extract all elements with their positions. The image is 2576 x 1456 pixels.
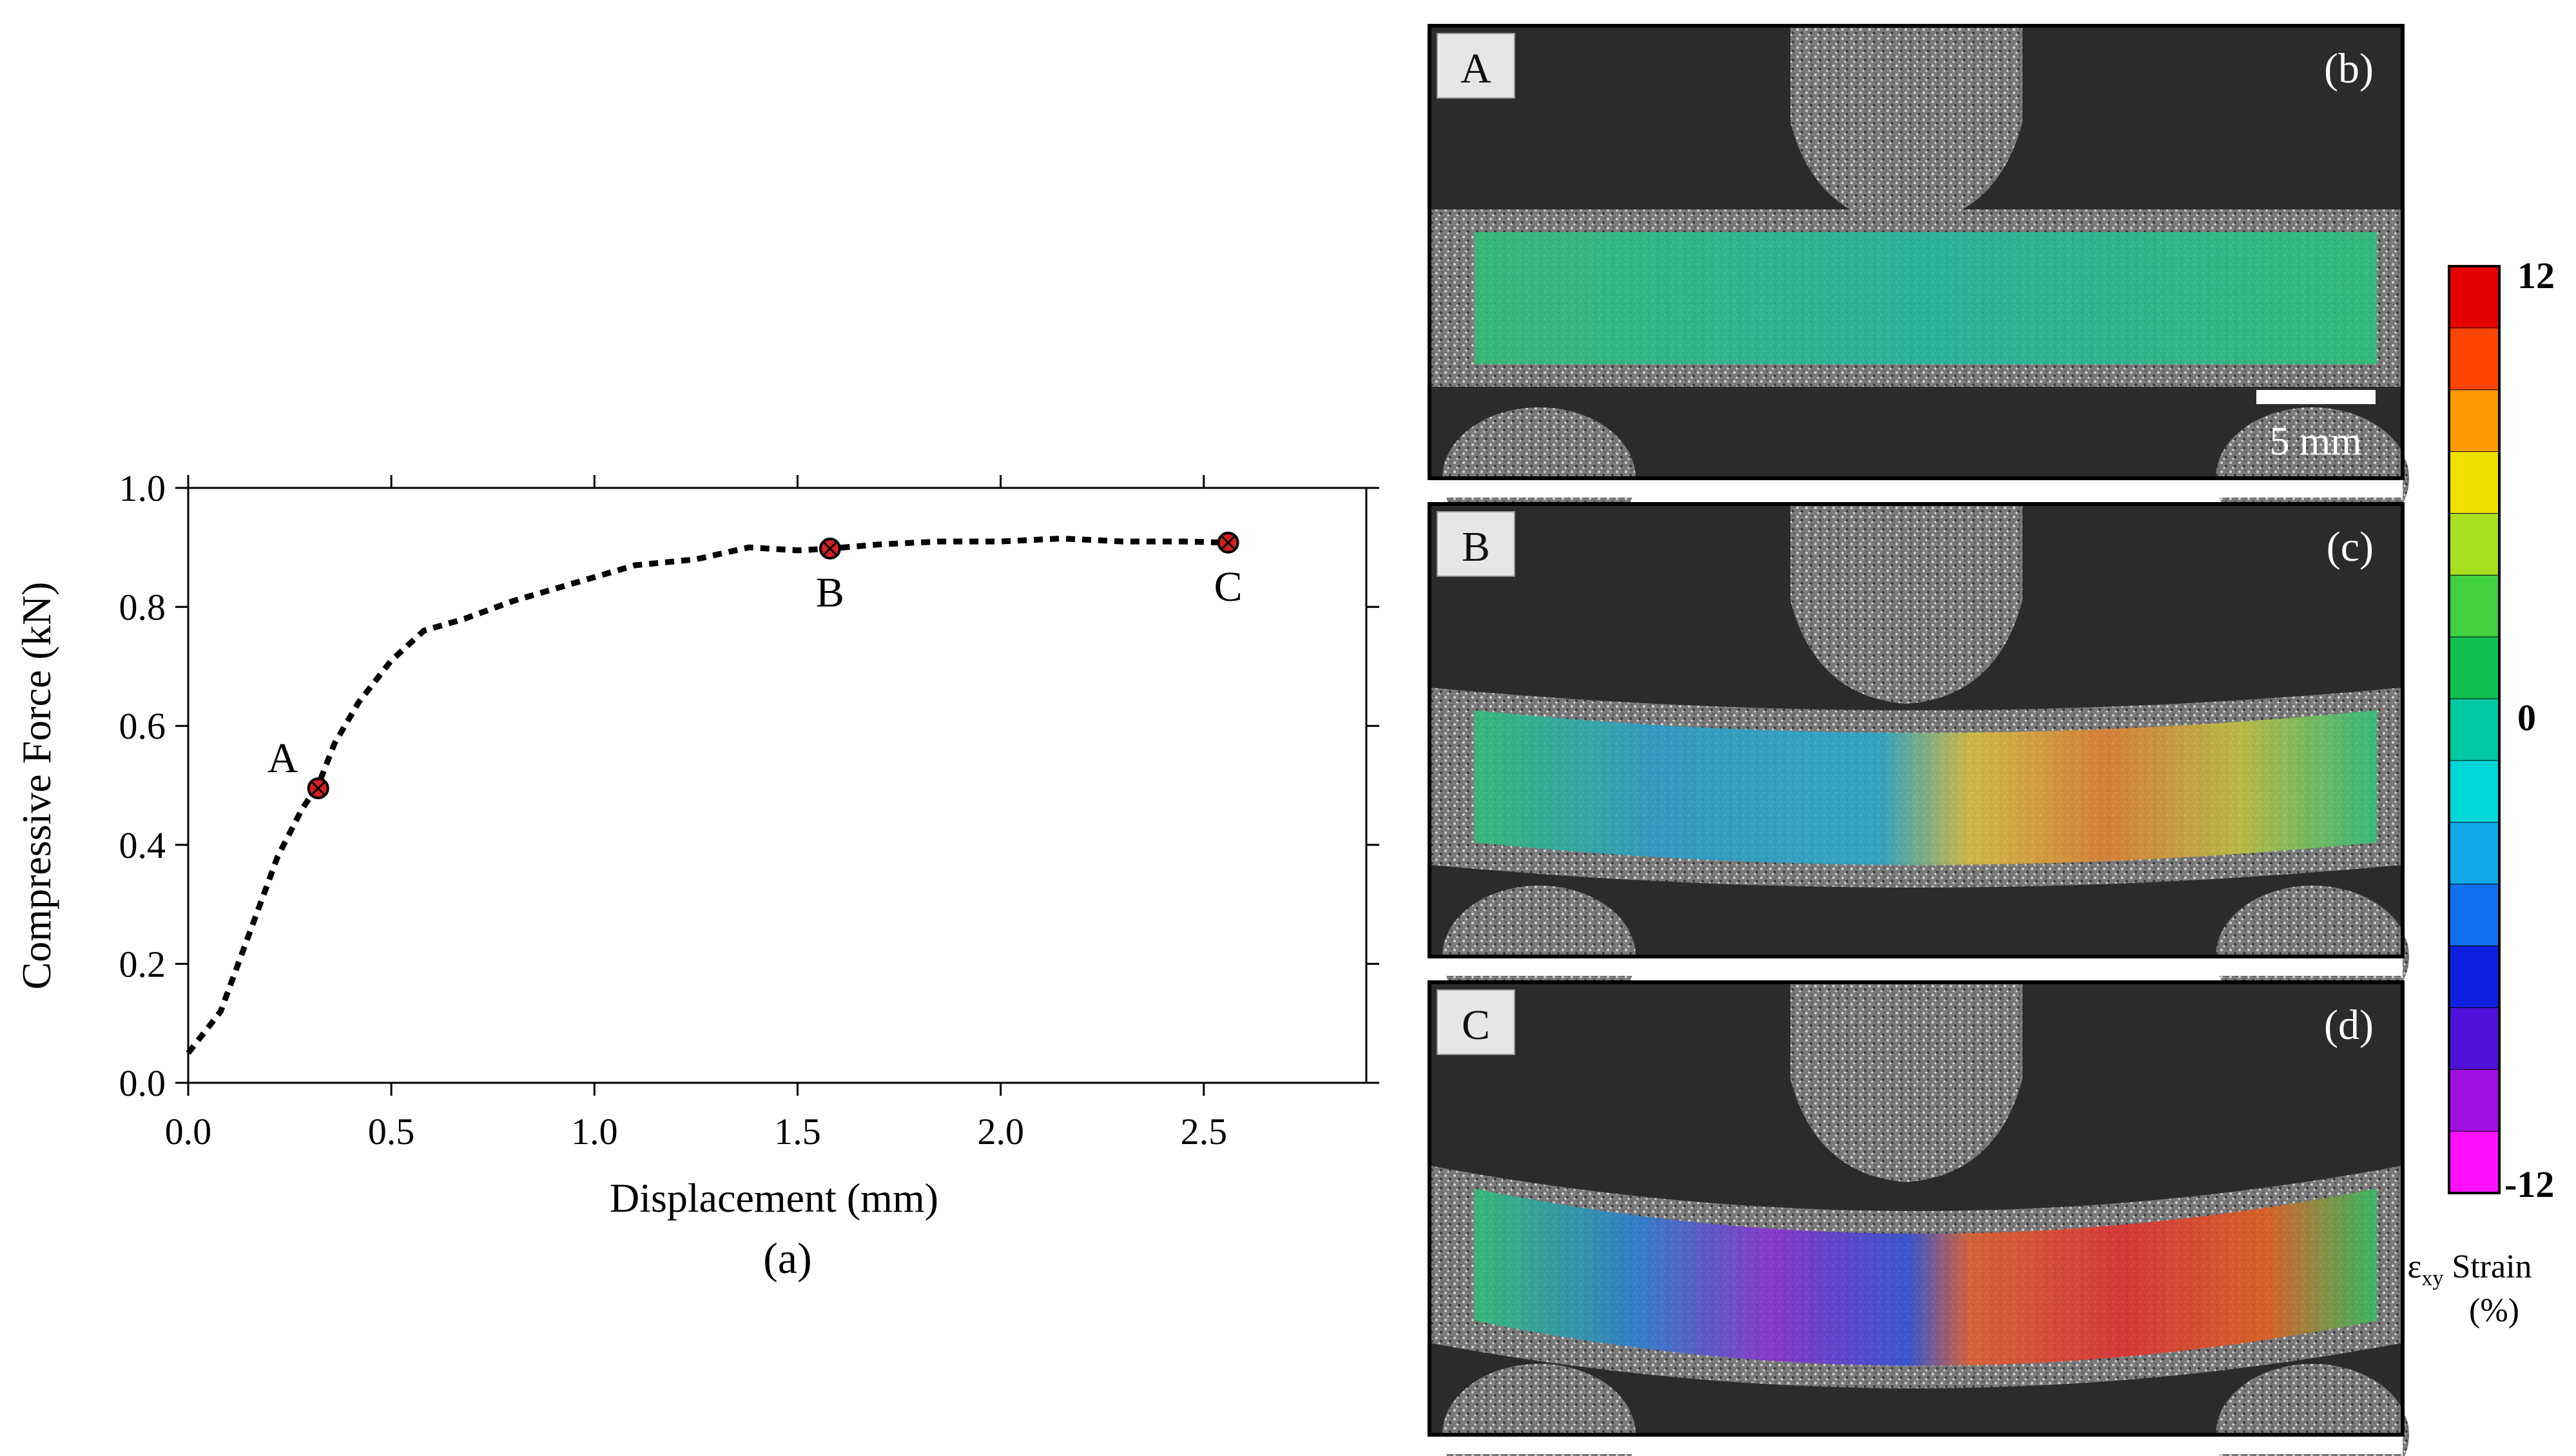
stage-label-box	[1437, 511, 1515, 577]
dic-image-panels: A (b) 5 mm B (c) C (d)	[1428, 24, 2409, 1456]
stage-label: C	[1462, 1002, 1490, 1049]
panel-label: (b)	[2324, 45, 2374, 92]
colorbar-swatch	[2448, 327, 2500, 391]
marker-label: B	[816, 569, 844, 616]
panel-label: (c)	[2327, 523, 2374, 570]
colorbar-swatch	[2448, 1007, 2500, 1071]
force-curve-series	[186, 535, 1228, 1055]
colorbar-swatch	[2448, 884, 2500, 947]
colorbar-swatch	[2448, 698, 2500, 762]
x-tick-label: 1.0	[571, 1111, 618, 1152]
marker-c: C	[1214, 531, 1243, 610]
loading-pin	[1790, 28, 2022, 226]
y-axis-ticks: 0.0 0.2 0.4 0.6 0.8 1.0	[119, 467, 1379, 1104]
marker-label: A	[267, 735, 298, 782]
x-tick-label: 2.5	[1181, 1111, 1228, 1152]
marker-a: A	[267, 735, 329, 800]
image-panel-a: A (b) 5 mm	[1428, 24, 2409, 549]
stage-label: A	[1460, 45, 1491, 92]
y-tick-label: 0.2	[119, 943, 166, 985]
strain-field-overlay	[1475, 1189, 2377, 1366]
panel-label: (d)	[2324, 1002, 2374, 1049]
strain-colorbar: 12 0 -12 εxy Strain (%)	[2407, 255, 2555, 1329]
x-tick-label: 0.5	[368, 1111, 415, 1152]
strain-field-overlay	[1475, 710, 2377, 865]
scale-bar	[2256, 390, 2376, 404]
colorbar-swatch	[2448, 574, 2500, 638]
colorbar-swatch	[2448, 266, 2500, 329]
colorbar-swatch	[2448, 760, 2500, 824]
loading-pin	[1790, 506, 2022, 704]
y-tick-label: 0.0	[119, 1062, 166, 1104]
point-markers: A B C	[267, 531, 1243, 800]
x-tick-label: 1.5	[774, 1111, 821, 1152]
marker-label: C	[1214, 563, 1243, 610]
colorbar-swatch	[2448, 1131, 2500, 1194]
x-tick-label: 2.0	[977, 1111, 1024, 1152]
y-tick-label: 0.6	[119, 705, 166, 747]
colorbar-swatches	[2448, 266, 2500, 1194]
x-axis-label: Displacement (mm)	[610, 1175, 938, 1221]
plot-area-frame	[187, 487, 1368, 1084]
stage-label-box	[1437, 989, 1515, 1055]
colorbar-swatch	[2448, 512, 2500, 576]
loading-pin	[1790, 984, 2022, 1182]
colorbar-title: εxy Strain	[2407, 1248, 2532, 1290]
colorbar-mid-label: 0	[2517, 697, 2536, 739]
image-panel-c: C (d)	[1428, 980, 2409, 1456]
stage-label-box	[1437, 33, 1515, 99]
y-tick-label: 1.0	[119, 467, 166, 509]
colorbar-swatch	[2448, 636, 2500, 700]
panel-label-a: (a)	[763, 1234, 811, 1283]
x-tick-label: 0.0	[165, 1111, 212, 1152]
colorbar-frame	[2448, 265, 2501, 1194]
marker-b: B	[816, 538, 844, 616]
stage-label: B	[1462, 523, 1490, 570]
force-displacement-plot: 0.0 0.5 1.0 1.5 2.0 2.5 0.0 0.2 0.4 0.6 0.8 1.0 A B…	[14, 467, 1379, 1283]
colorbar-swatch	[2448, 451, 2500, 514]
scale-bar-label: 5 mm	[2270, 420, 2362, 463]
y-tick-label: 0.8	[119, 587, 166, 628]
strain-field-overlay	[1475, 232, 2377, 364]
colorbar-swatch	[2448, 946, 2500, 1009]
colorbar-min-label: -12	[2504, 1163, 2554, 1205]
colorbar-max-label: 12	[2517, 255, 2555, 296]
colorbar-swatch	[2448, 822, 2500, 886]
colorbar-unit: (%)	[2469, 1292, 2519, 1329]
y-axis-label: Compressive Force (kN)	[14, 582, 59, 990]
image-panel-b: B (c)	[1428, 502, 2409, 1027]
colorbar-swatch	[2448, 389, 2500, 453]
y-tick-label: 0.4	[119, 824, 166, 866]
x-axis-ticks: 0.0 0.5 1.0 1.5 2.0 2.5	[165, 475, 1227, 1152]
colorbar-swatch	[2448, 1069, 2500, 1132]
